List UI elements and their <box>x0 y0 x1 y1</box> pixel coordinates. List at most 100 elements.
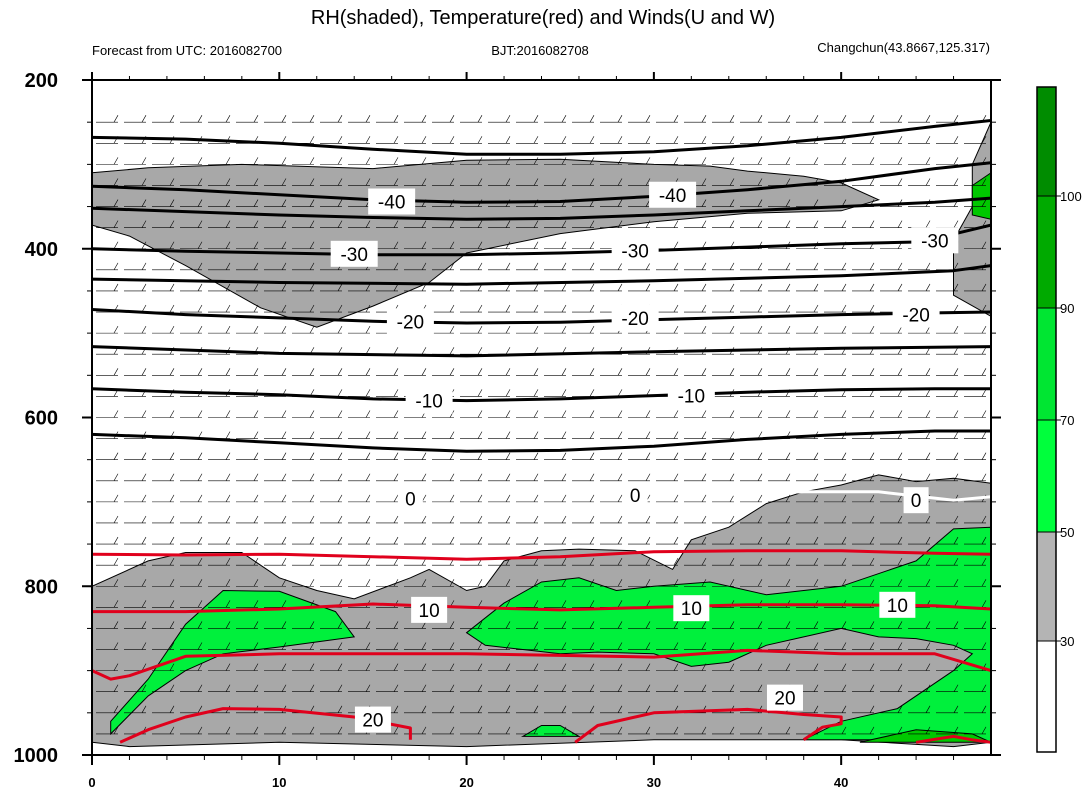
wind-barb-flag <box>981 621 987 629</box>
wind-barb-flag <box>309 558 315 566</box>
wind-barb-flag <box>645 220 651 228</box>
wind-barb-flag <box>673 579 679 587</box>
wind-barb-flag <box>197 515 203 524</box>
wind-barb-flag <box>281 220 287 228</box>
wind-barb-flag <box>533 621 539 629</box>
contour-label-bg <box>611 237 659 264</box>
wind-barb-flag <box>505 600 511 608</box>
wind-barb-flag <box>225 241 231 249</box>
wind-barb-flag <box>841 684 847 692</box>
wind-barb-flag <box>925 726 931 735</box>
wind-barb-flag <box>813 473 819 481</box>
wind-barb-flag <box>225 663 231 671</box>
wind-barb-flag <box>253 473 259 481</box>
wind-barb-flag <box>421 241 427 249</box>
wind-barb-flag <box>561 283 567 292</box>
wind-barb-flag <box>785 621 791 629</box>
wind-barb-flag <box>393 389 399 397</box>
wind-barb-flag <box>309 579 315 587</box>
wind-barb-flag <box>981 600 987 608</box>
wind-barb-flag <box>421 157 427 165</box>
wind-barb-flag <box>533 600 539 608</box>
wind-barb-flag <box>113 579 119 587</box>
wind-barb-flag <box>645 515 651 524</box>
wind-barb-flag <box>757 283 763 292</box>
wind-barb-flag <box>505 621 511 629</box>
contour-label-cold: -40 <box>378 193 405 214</box>
wind-barb-flag <box>729 663 735 671</box>
wind-barb-flag <box>729 157 735 165</box>
wind-barb-flag <box>393 220 399 228</box>
wind-barb-flag <box>645 663 651 671</box>
wind-barb-flag <box>225 157 231 165</box>
wind-barb-flag <box>365 325 371 334</box>
wind-barb-flag <box>617 136 623 144</box>
contour-label-bg <box>903 487 929 514</box>
contour-label-bg <box>411 596 448 623</box>
wind-barb-flag <box>673 726 679 735</box>
wind-barb-flag <box>869 515 875 524</box>
wind-barb-flag <box>169 600 175 608</box>
wind-barb-flag <box>449 157 455 165</box>
wind-barb-flag <box>589 157 595 165</box>
wind-barb-flag <box>561 536 567 545</box>
wind-barb-flag <box>225 283 231 292</box>
wind-barb-flag <box>561 621 567 629</box>
wind-barb-flag <box>701 199 707 207</box>
y-tick-label: 400 <box>25 239 58 261</box>
wind-barb-flag <box>477 536 483 545</box>
wind-barb-flag <box>393 410 399 418</box>
wind-barb-flag <box>869 410 875 418</box>
wind-barb-flag <box>981 347 987 355</box>
wind-barb-flag <box>589 600 595 608</box>
wind-barb-flag <box>365 536 371 545</box>
wind-barb-flag <box>757 663 763 671</box>
wind-barb-flag <box>813 220 819 228</box>
wind-barb-flag <box>729 178 735 186</box>
wind-barb-flag <box>113 241 119 249</box>
wind-barb-flag <box>925 621 931 629</box>
wind-barb-flag <box>449 663 455 671</box>
wind-barb-flag <box>589 515 595 524</box>
wind-barb-flag <box>925 178 931 186</box>
contour-label-cold: 0 <box>911 491 922 512</box>
wind-barb-flag <box>225 304 231 313</box>
wind-barb-flag <box>113 178 119 186</box>
wind-barb-flag <box>617 579 623 587</box>
contour-label-bg <box>354 706 391 733</box>
wind-barb-flag <box>113 600 119 608</box>
wind-barb-flag <box>169 368 175 376</box>
chart-title: RH(shaded), Temperature(red) and Winds(U… <box>311 7 775 29</box>
colorbar-label: 50 <box>1060 525 1074 540</box>
wind-barb-flag <box>757 558 763 566</box>
wind-barb-flag <box>589 663 595 671</box>
wind-barb-flag <box>701 536 707 545</box>
wind-barb-flag <box>981 368 987 376</box>
wind-barb-flag <box>309 304 315 313</box>
wind-barb-flag <box>309 262 315 270</box>
wind-barb-flag <box>365 558 371 566</box>
isotherm--40 <box>92 119 991 156</box>
wind-barb-flag <box>477 389 483 397</box>
wind-barb-flag <box>533 642 539 650</box>
wind-barb-flag <box>953 452 959 460</box>
wind-barb-flag <box>533 220 539 228</box>
wind-barb-flag <box>225 579 231 587</box>
contour-label-cold: -20 <box>621 309 648 330</box>
wind-barb-flag <box>449 136 455 144</box>
wind-barb-flag <box>841 621 847 629</box>
wind-barb-flag <box>897 115 903 123</box>
wind-barb-flag <box>225 178 231 186</box>
wind-barb-flag <box>393 726 399 735</box>
isotherm--10 <box>92 387 991 403</box>
isotherm--20 <box>92 308 991 325</box>
wind-barb-flag <box>673 220 679 228</box>
wind-barb-flag <box>729 115 735 123</box>
wind-barb-flag <box>617 452 623 460</box>
wind-barb-flag <box>869 684 875 692</box>
wind-barb-flag <box>757 304 763 313</box>
wind-barb-flag <box>673 325 679 334</box>
colorbar-label: 90 <box>1060 301 1074 316</box>
wind-barb-flag <box>785 579 791 587</box>
